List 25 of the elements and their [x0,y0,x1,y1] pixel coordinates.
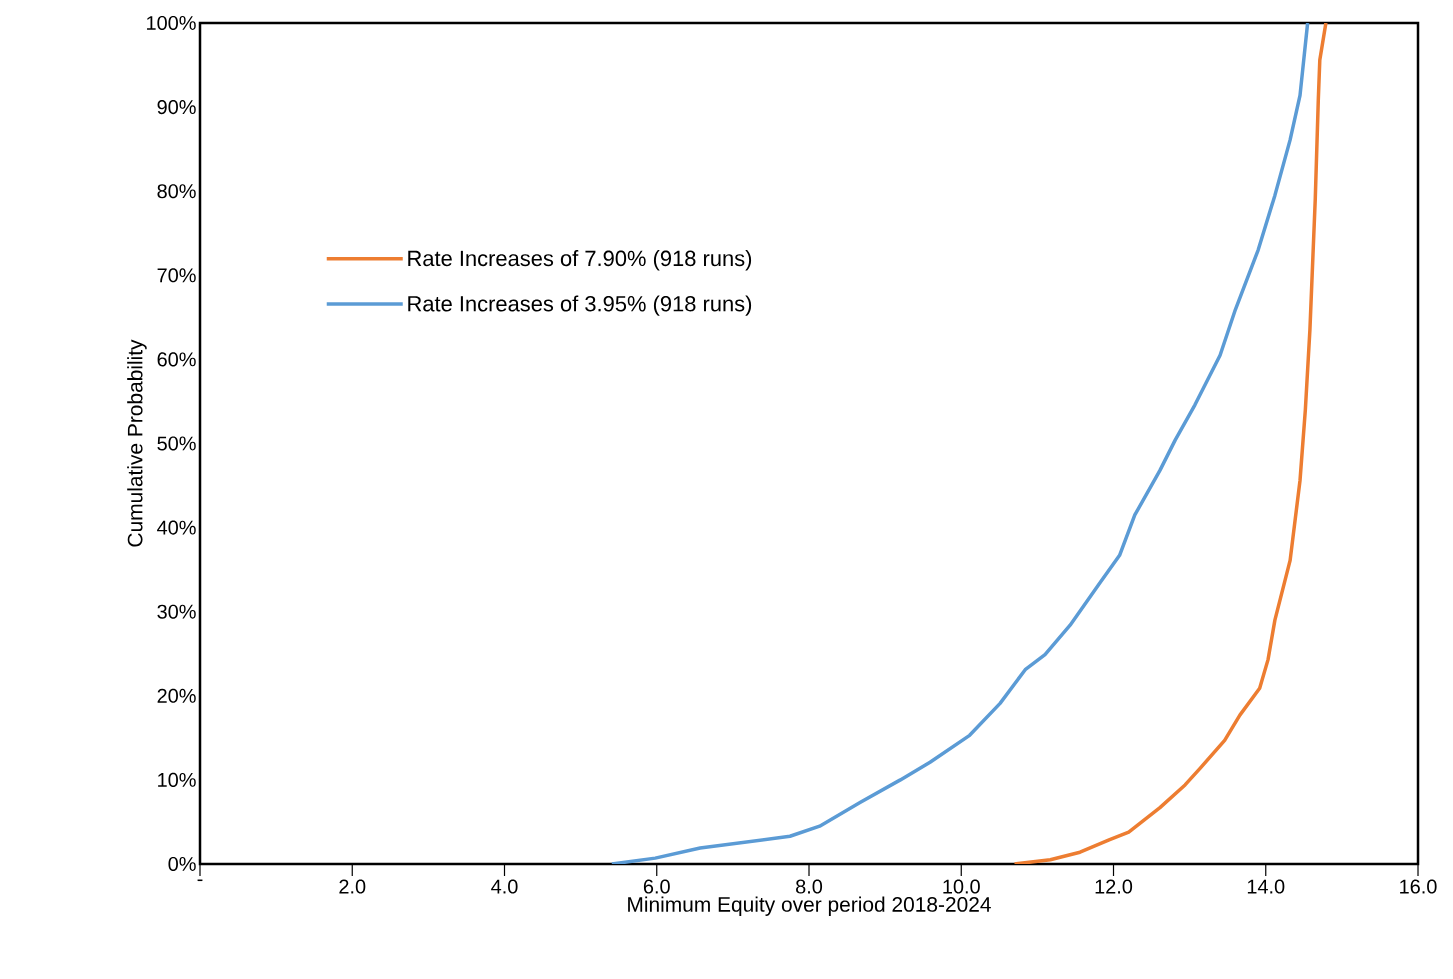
y-tick-label: 40% [157,520,196,535]
x-tick-label: 8.0 [796,879,823,894]
legend-label: Rate Increases of 7.90% (918 runs) [408,250,752,271]
x-tick-label: 12.0 [1095,879,1133,894]
y-tick-label: 0% [168,856,196,872]
y-tick-label: 100% [147,15,196,31]
x-tick-label: 14.0 [1247,879,1285,894]
x-tick-label: - [197,879,203,882]
line-series [1012,22,1328,864]
y-tick-label: 30% [157,604,196,619]
y-tick-label: 90% [157,100,196,115]
x-tick-label: 2.0 [339,879,366,894]
y-tick-label: 60% [157,352,196,367]
y-tick-label: 20% [157,688,196,703]
y-tick-label: 10% [158,772,196,787]
x-tick-label: 4.0 [491,879,518,894]
legend-label: Rate Increases of 3.95% (918 runs) [408,295,752,316]
x-tick-label: 10.0 [943,879,980,894]
x-tick-label: 6.0 [643,879,670,894]
x-axis-title: Minimum Equity over period 2018-2024 [628,896,991,916]
y-tick-label: 70% [157,268,196,283]
y-tick-label: 80% [157,184,196,199]
y-axis-title: Cumulative Probability [127,339,147,547]
x-tick-label: 16.0 [1400,879,1437,894]
y-tick-label: 50% [157,436,196,451]
